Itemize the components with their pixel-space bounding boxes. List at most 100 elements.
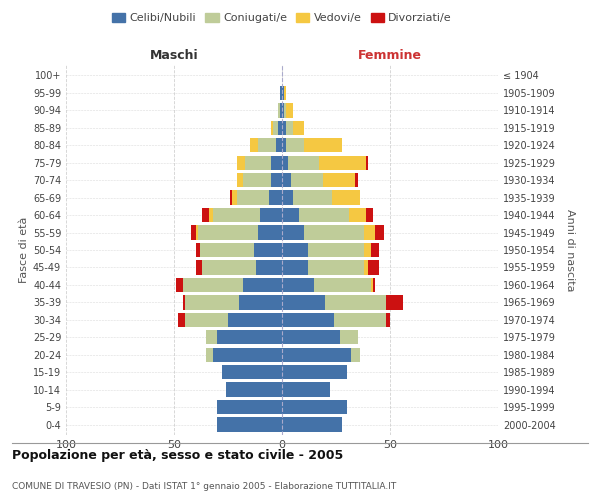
Bar	[314, 278, 371, 292]
Bar	[221, 365, 282, 380]
Bar	[282, 156, 289, 170]
Bar	[371, 278, 373, 292]
Bar	[366, 208, 373, 222]
Bar	[308, 260, 364, 274]
Bar	[278, 120, 282, 135]
Bar	[308, 243, 364, 257]
Bar	[366, 156, 368, 170]
Bar	[254, 243, 282, 257]
Bar	[271, 156, 282, 170]
Bar	[282, 330, 340, 344]
Bar	[182, 295, 185, 310]
Bar	[282, 138, 286, 152]
Bar	[206, 330, 217, 344]
Bar	[284, 103, 286, 118]
Bar	[282, 173, 290, 188]
Bar	[334, 312, 386, 327]
Text: Femmine: Femmine	[358, 50, 422, 62]
Bar	[282, 243, 308, 257]
Bar	[319, 156, 366, 170]
Bar	[282, 103, 284, 118]
Bar	[226, 382, 282, 397]
Bar	[304, 138, 343, 152]
Text: Maschi: Maschi	[149, 50, 199, 62]
Bar	[286, 120, 293, 135]
Bar	[232, 190, 236, 205]
Bar	[178, 312, 185, 327]
Bar	[282, 226, 304, 239]
Bar	[236, 173, 243, 188]
Bar	[293, 190, 332, 205]
Bar	[213, 208, 260, 222]
Bar	[271, 173, 282, 188]
Bar	[202, 260, 256, 274]
Bar	[206, 348, 213, 362]
Bar	[386, 295, 403, 310]
Bar	[182, 278, 243, 292]
Bar	[340, 330, 358, 344]
Bar	[293, 120, 304, 135]
Legend: Celibi/Nubili, Coniugati/e, Vedovi/e, Divorziati/e: Celibi/Nubili, Coniugati/e, Vedovi/e, Di…	[107, 8, 457, 28]
Bar	[213, 348, 282, 362]
Bar	[349, 208, 366, 222]
Bar	[332, 190, 360, 205]
Bar	[185, 312, 228, 327]
Bar	[325, 295, 386, 310]
Bar	[351, 348, 360, 362]
Bar	[185, 295, 239, 310]
Bar	[364, 226, 375, 239]
Bar	[191, 226, 196, 239]
Bar	[245, 156, 271, 170]
Bar	[386, 312, 390, 327]
Bar	[275, 138, 282, 152]
Bar	[176, 278, 182, 292]
Bar	[271, 120, 274, 135]
Bar	[282, 418, 343, 432]
Bar	[375, 226, 383, 239]
Bar	[282, 260, 308, 274]
Bar	[236, 190, 269, 205]
Bar	[282, 295, 325, 310]
Bar	[282, 86, 284, 100]
Bar	[282, 365, 347, 380]
Bar	[243, 278, 282, 292]
Bar	[278, 103, 280, 118]
Bar	[282, 208, 299, 222]
Bar	[256, 260, 282, 274]
Bar	[209, 208, 213, 222]
Bar	[355, 173, 358, 188]
Bar	[368, 260, 379, 274]
Text: COMUNE DI TRAVESIO (PN) - Dati ISTAT 1° gennaio 2005 - Elaborazione TUTTITALIA.I: COMUNE DI TRAVESIO (PN) - Dati ISTAT 1° …	[12, 482, 396, 491]
Bar	[364, 243, 371, 257]
Bar	[289, 156, 319, 170]
Bar	[196, 226, 198, 239]
Y-axis label: Anni di nascita: Anni di nascita	[565, 209, 575, 291]
Bar	[282, 348, 351, 362]
Bar	[260, 208, 282, 222]
Bar	[282, 400, 347, 414]
Bar	[269, 190, 282, 205]
Bar	[284, 86, 286, 100]
Bar	[230, 190, 232, 205]
Bar	[282, 312, 334, 327]
Bar	[282, 382, 329, 397]
Bar	[323, 173, 355, 188]
Bar	[282, 190, 293, 205]
Bar	[217, 330, 282, 344]
Bar	[217, 400, 282, 414]
Bar	[299, 208, 349, 222]
Bar	[250, 138, 258, 152]
Bar	[236, 156, 245, 170]
Bar	[290, 173, 323, 188]
Text: Popolazione per età, sesso e stato civile - 2005: Popolazione per età, sesso e stato civil…	[12, 450, 343, 462]
Bar	[286, 138, 304, 152]
Bar	[373, 278, 375, 292]
Bar	[274, 120, 278, 135]
Bar	[196, 243, 200, 257]
Bar	[282, 278, 314, 292]
Bar	[196, 260, 202, 274]
Bar	[258, 138, 275, 152]
Y-axis label: Fasce di età: Fasce di età	[19, 217, 29, 283]
Bar	[364, 260, 368, 274]
Bar	[200, 243, 254, 257]
